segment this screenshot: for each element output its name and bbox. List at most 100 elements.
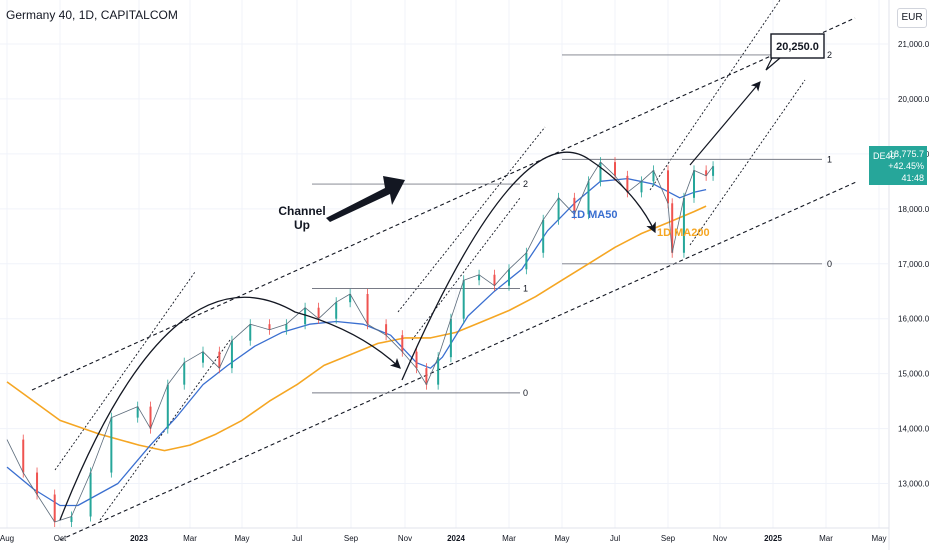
ma50-line <box>6 177 707 507</box>
x-tick-label-11: Jul <box>610 534 620 543</box>
x-tick-label-10: May <box>554 534 569 543</box>
candle-body-23 <box>401 335 404 352</box>
price-line <box>6 161 714 523</box>
channel-lower-line <box>59 181 857 541</box>
candle-body-10 <box>183 362 186 385</box>
candle-body-13 <box>230 340 233 369</box>
fib-label-3: 0 <box>827 259 832 269</box>
candle-body-42 <box>667 170 669 204</box>
sub-channel-3b <box>689 79 806 246</box>
price-tag-change: +42.45% <box>888 161 924 171</box>
candle-body-30 <box>493 274 496 286</box>
candle-body-44 <box>682 197 685 253</box>
x-tick-label-16: May <box>871 534 886 543</box>
x-axis: Aug Oct 2023 Mar May Jul Sep Nov 2024 Mar May Jul Se… <box>0 534 887 543</box>
candle-body-31 <box>508 269 510 286</box>
candle-body-4 <box>70 516 73 523</box>
candle-body-14 <box>249 324 252 341</box>
fib-label-2: 2 <box>523 179 528 189</box>
candle-body-1 <box>22 439 25 473</box>
arc-2 <box>401 151 656 381</box>
last-price-tag: DE40 18,775.7 +42.45% 41:48 <box>869 146 927 185</box>
currency-button[interactable]: EUR <box>897 8 927 28</box>
candle-body-35 <box>573 197 576 215</box>
candle-body-9 <box>166 384 169 429</box>
y-tick-label-3: 16,000.0 <box>898 315 930 324</box>
x-tick-label-1: Oct <box>54 534 67 543</box>
fib-label-0: 0 <box>523 388 528 398</box>
candle-body-22 <box>385 324 388 336</box>
sub-channel-1b <box>99 339 231 521</box>
candle-body-16 <box>285 324 288 330</box>
fib-levels: 0 1 2 0 1 2 <box>312 50 832 398</box>
sub-channel-2a <box>397 126 546 313</box>
x-tick-label-15: Mar <box>819 534 833 543</box>
candle-body-47 <box>712 166 715 176</box>
x-tick-label-4: May <box>234 534 249 543</box>
candle-body-21 <box>366 293 369 325</box>
candle-body-34 <box>557 197 560 220</box>
candle-body-3 <box>53 494 56 523</box>
candle-body-45 <box>693 170 695 198</box>
callout-box <box>770 33 825 59</box>
candle-body-12 <box>218 351 221 369</box>
x-tick-label-0: Aug <box>0 534 14 543</box>
fib-label-4: 1 <box>827 154 832 164</box>
chart-title: Germany 40, 1D, CAPITALCOM <box>6 8 178 22</box>
candle-body-36 <box>587 181 590 215</box>
candle-body-19 <box>335 302 338 319</box>
channel-upper-line <box>31 17 856 391</box>
x-tick-label-7: Nov <box>398 534 412 543</box>
ma200-line <box>6 205 707 452</box>
sub-channel-lines <box>54 0 806 521</box>
x-tick-label-2: 2023 <box>130 534 148 543</box>
x-tick-label-5: Jul <box>292 534 302 543</box>
x-tick-label-12: Sep <box>661 534 676 543</box>
candle-body-37 <box>599 162 602 182</box>
channel-up-label-line2: Up <box>294 218 310 232</box>
ma50-label: 1D MA50 <box>571 209 617 221</box>
sub-channel-1a <box>54 271 196 471</box>
y-axis: 13,000.0 14,000.0 15,000.0 16,000.0 17,000.0… <box>898 40 930 489</box>
price-tag-symbol: DE40 <box>873 151 896 161</box>
candle-body-18 <box>317 307 320 319</box>
x-tick-label-8: 2024 <box>447 534 465 543</box>
arc-annotations <box>59 151 656 521</box>
price-candles <box>22 157 715 528</box>
candle-body-15 <box>268 324 271 330</box>
x-tick-label-9: Mar <box>502 534 516 543</box>
fib-label-5: 2 <box>827 50 832 60</box>
y-tick-label-8: 21,000.0 <box>898 40 930 49</box>
price-tag-time: 41:48 <box>901 173 924 183</box>
arc-1 <box>59 296 401 521</box>
channel-up-label-line1: Channel <box>278 204 325 218</box>
projection-arrow <box>689 81 761 166</box>
x-tick-label-6: Sep <box>344 534 359 543</box>
candle-body-27 <box>449 318 452 358</box>
candle-body-7 <box>136 406 139 418</box>
y-tick-label-4: 17,000.0 <box>898 260 930 269</box>
candle-body-46 <box>705 170 708 176</box>
candle-body-11 <box>202 351 204 363</box>
x-tick-label-14: 2025 <box>764 534 782 543</box>
candle-body-20 <box>349 293 352 303</box>
channel-up-arrow <box>326 176 405 222</box>
sub-channel-2b <box>411 197 521 341</box>
fib-label-1: 1 <box>523 283 528 293</box>
ma200-label: 1D MA200 <box>657 227 710 239</box>
candle-body-25 <box>425 368 428 385</box>
candle-body-28 <box>462 280 465 319</box>
callout-pointer <box>765 57 781 71</box>
candle-body-33 <box>542 219 545 253</box>
candle-body-17 <box>304 307 307 325</box>
x-tick-label-13: Nov <box>713 534 727 543</box>
y-tick-label-0: 13,000.0 <box>898 480 930 489</box>
candle-body-6 <box>110 417 113 473</box>
candle-body-24 <box>415 351 418 369</box>
callout-label: 20,250.0 <box>776 41 819 53</box>
sub-channel-3a <box>649 0 781 191</box>
candle-body-2 <box>36 472 39 495</box>
candle-body-40 <box>640 181 643 193</box>
